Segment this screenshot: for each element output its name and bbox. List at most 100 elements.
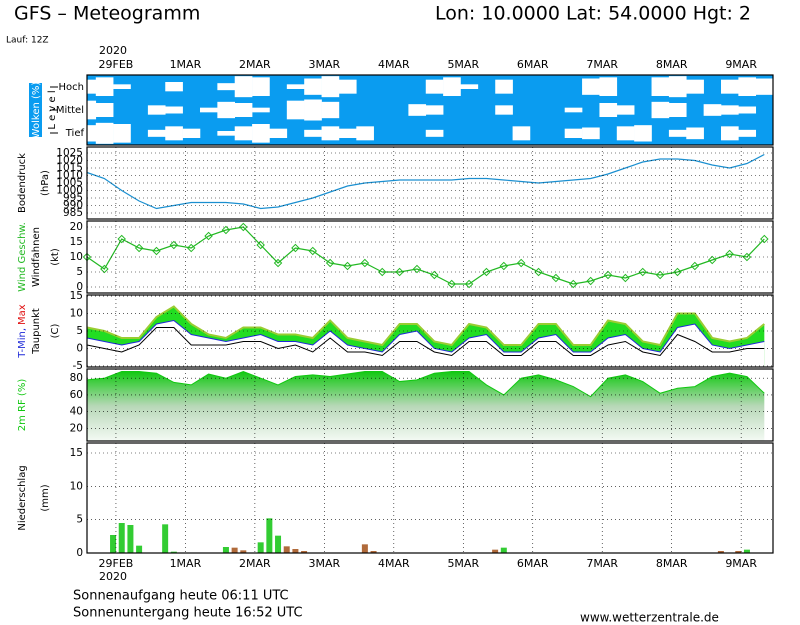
cloud-cover bbox=[651, 77, 670, 96]
y-tick-label: 60 bbox=[70, 389, 83, 401]
panel-frame bbox=[86, 74, 774, 146]
y-tick-label: 0 bbox=[76, 281, 83, 293]
y-label-2: Windfahnen bbox=[31, 227, 42, 287]
date-label-top: 8MAR bbox=[656, 58, 688, 71]
cloud-cover bbox=[165, 82, 183, 92]
cloud-cover bbox=[686, 127, 704, 140]
cloud-cover bbox=[356, 126, 374, 141]
y-unit: (mm) bbox=[40, 484, 51, 511]
y-tick-label: 5 bbox=[76, 266, 83, 278]
y-tick-label: 5 bbox=[76, 514, 83, 526]
cloud-cover bbox=[252, 77, 270, 96]
date-label-bottom: 6MAR bbox=[517, 557, 549, 570]
date-label-bottom: 3MAR bbox=[309, 557, 341, 570]
y-label: Niederschlag bbox=[17, 465, 28, 530]
precip-bar bbox=[492, 549, 499, 553]
cloud-cover bbox=[425, 79, 444, 94]
cloud-level-label: Tief bbox=[65, 128, 85, 139]
cloud-cover bbox=[460, 84, 479, 89]
y-unit: (kt) bbox=[50, 248, 61, 266]
panel-frame bbox=[86, 442, 774, 554]
rh-area bbox=[87, 371, 765, 441]
cloud-cover bbox=[721, 105, 739, 115]
precip-bar bbox=[266, 518, 273, 553]
cloud-cover bbox=[616, 126, 635, 141]
max-line bbox=[86, 305, 765, 347]
y-tick-label: 5 bbox=[76, 325, 83, 337]
y-label: Wind Geschw. bbox=[17, 222, 28, 292]
cloud-cover bbox=[425, 129, 444, 137]
y-tick-label: 10 bbox=[70, 251, 83, 263]
precip-bar bbox=[170, 551, 177, 553]
marker bbox=[325, 258, 335, 268]
source: www.wetterzentrale.de bbox=[580, 611, 719, 625]
marker bbox=[621, 273, 630, 283]
marker bbox=[482, 267, 491, 277]
date-label-top: 9MAR bbox=[725, 58, 757, 71]
marker bbox=[412, 264, 422, 274]
y-tick-label: 1010 bbox=[56, 170, 83, 182]
cloud-cover bbox=[182, 128, 201, 138]
marker bbox=[690, 261, 700, 271]
cloud-cover bbox=[95, 103, 114, 117]
cloud-cover bbox=[599, 77, 618, 96]
marker bbox=[499, 261, 509, 271]
cloud-cover bbox=[304, 78, 322, 95]
marker bbox=[655, 270, 665, 280]
date-label-bottom: 1MAR bbox=[170, 557, 202, 570]
marker bbox=[134, 243, 144, 253]
precip-bar bbox=[136, 545, 143, 553]
precip-bar bbox=[361, 544, 368, 553]
marker bbox=[742, 252, 752, 262]
marker bbox=[273, 258, 283, 268]
y-tick-label: 0 bbox=[76, 547, 83, 559]
cloud-cover bbox=[512, 126, 531, 141]
cloud-label-bg bbox=[29, 83, 42, 137]
y-tick-label: 1025 bbox=[56, 147, 83, 159]
year-bottom: 2020 bbox=[99, 570, 127, 583]
cloud-cover bbox=[217, 83, 236, 91]
date-label-bottom: 8MAR bbox=[656, 557, 688, 570]
cloud-cover bbox=[165, 126, 183, 141]
date-label-top: 6MAR bbox=[517, 58, 549, 71]
cloud-cover bbox=[113, 84, 131, 89]
marker bbox=[239, 222, 248, 232]
marker bbox=[152, 246, 161, 256]
precip-bar bbox=[743, 549, 750, 553]
marker bbox=[569, 279, 578, 289]
precip-bar bbox=[257, 542, 264, 553]
marker bbox=[221, 225, 231, 235]
cloud-cover bbox=[634, 125, 652, 142]
date-label-bottom: 7MAR bbox=[586, 557, 618, 570]
y-tick-label: 10 bbox=[70, 480, 83, 492]
panel-bg bbox=[87, 221, 773, 293]
rh-line bbox=[86, 370, 765, 398]
precip-bar bbox=[283, 546, 290, 553]
precip-bar bbox=[500, 547, 507, 553]
cloud-cover bbox=[721, 126, 739, 141]
cloud-cover bbox=[217, 131, 236, 136]
panel-frame bbox=[86, 368, 774, 442]
level-label: L e v e l bbox=[47, 90, 58, 129]
y-label: T-Min, Max bbox=[17, 304, 28, 358]
precip-bar bbox=[118, 523, 125, 553]
y-tick-label: 1005 bbox=[56, 177, 83, 189]
cloud-cover bbox=[286, 100, 305, 120]
precip-bar bbox=[231, 547, 238, 553]
precip-bar bbox=[222, 547, 229, 553]
date-label-top: 4MAR bbox=[378, 58, 410, 71]
cloud-cover bbox=[147, 105, 166, 115]
panel-bg bbox=[87, 147, 773, 219]
marker bbox=[308, 246, 318, 256]
min-area bbox=[87, 320, 765, 367]
date-label-bottom: 9MAR bbox=[725, 557, 757, 570]
cloud-cover bbox=[304, 99, 322, 121]
date-label-top: 2MAR bbox=[239, 58, 271, 71]
cloud-cover bbox=[668, 129, 687, 137]
marker bbox=[343, 261, 352, 271]
cloud-cover bbox=[582, 78, 600, 95]
cloud-cover bbox=[95, 122, 114, 144]
marker bbox=[360, 258, 370, 268]
marker bbox=[117, 234, 126, 244]
